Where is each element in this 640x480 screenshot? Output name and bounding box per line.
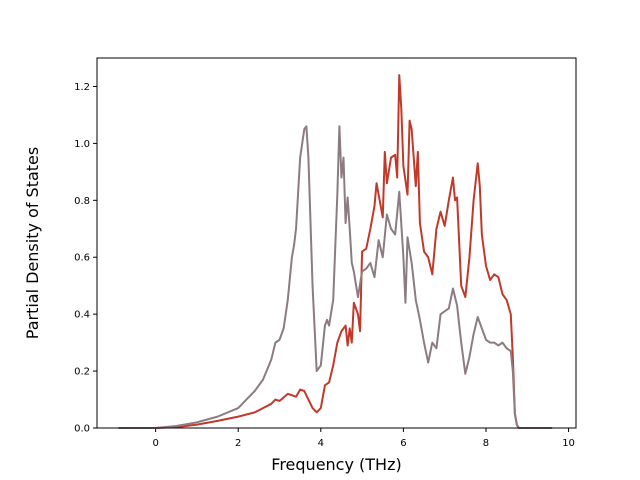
plot-frame <box>96 57 577 429</box>
y-tick-label: 1.0 <box>74 139 90 150</box>
series-line-2 <box>118 125 553 429</box>
y-tick-label: 0.8 <box>74 196 90 207</box>
y-tick-label: 0.0 <box>74 424 90 435</box>
y-tick-label: 0.6 <box>74 253 90 264</box>
y-axis-label: Partial Density of States <box>23 147 42 339</box>
y-axis-ticks: 0.0 0.2 0.4 0.6 0.8 1.0 1.2 <box>74 82 97 435</box>
x-axis-ticks: 0 2 4 6 8 10 <box>152 428 575 449</box>
x-tick-label: 6 <box>400 438 406 449</box>
series-line-1 <box>118 74 553 429</box>
y-tick-label: 0.4 <box>74 310 90 321</box>
series-lines <box>118 74 553 429</box>
x-tick-label: 10 <box>562 438 575 449</box>
x-tick-label: 4 <box>318 438 324 449</box>
y-tick-label: 0.2 <box>74 367 90 378</box>
y-tick-label: 1.2 <box>74 82 90 93</box>
x-axis-label: Frequency (THz) <box>271 455 401 474</box>
x-tick-label: 2 <box>235 438 241 449</box>
plot-area <box>97 58 576 428</box>
x-tick-label: 0 <box>152 438 158 449</box>
x-tick-label: 8 <box>483 438 489 449</box>
